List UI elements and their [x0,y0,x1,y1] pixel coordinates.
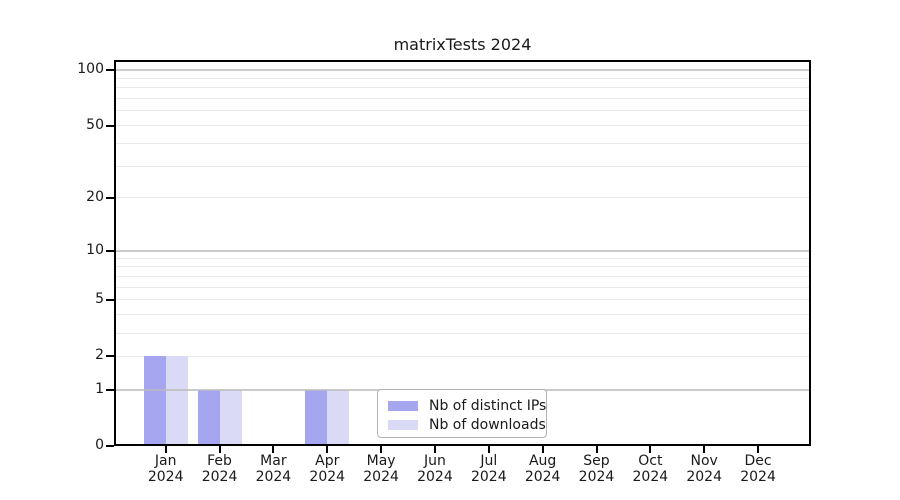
y-tick-mark [106,196,114,199]
month-label: Dec [744,453,772,469]
gridline-minor [114,98,811,100]
gridline-minor [114,299,811,301]
year-label: 2024 [147,469,184,485]
gridline-minor [114,165,811,167]
x-tick-mark [380,446,383,453]
x-tick-label: Jan 2024 [134,453,198,485]
gridline-major [114,249,811,252]
bar-apr-series1 [327,389,350,446]
gridline-minor [114,197,811,199]
chart-title: matrixTests 2024 [393,35,532,54]
x-tick-mark [757,446,760,453]
y-tick-mark [106,249,114,252]
x-tick-label: Dec 2024 [726,453,790,485]
y-tick-mark [106,388,114,391]
y-tick-label: 10 [86,241,104,258]
x-tick-mark [703,446,706,453]
bar-jan-series0 [143,356,166,446]
month-label: Feb [207,453,232,469]
legend-swatch-downloads [388,419,418,430]
year-label: 2024 [201,469,238,485]
y-tick-label: 0 [95,437,104,453]
y-tick-mark [106,298,114,301]
legend-label-distinct-ips: Nb of distinct IPs [429,397,547,414]
month-label: Oct [638,453,663,469]
y-tick-mark [106,68,114,71]
x-tick-mark [595,446,598,453]
gridline-minor [114,125,811,127]
month-label: Jan [154,453,177,469]
x-tick-label: Mar 2024 [241,453,305,485]
legend-item-downloads: Nb of downloads [388,415,546,434]
year-label: 2024 [740,469,776,485]
y-tick-label: 5 [95,290,104,307]
x-tick-label: Sep 2024 [565,453,629,485]
gridline-minor [114,355,811,357]
legend-label-downloads: Nb of downloads [429,416,546,433]
month-label: Mar [260,453,287,469]
year-label: 2024 [470,469,507,485]
y-tick-mark [106,445,114,447]
gridline-major [114,68,811,71]
legend-swatch-distinct-ips [388,400,418,411]
x-tick-label: Nov 2024 [672,453,736,485]
x-tick-mark [272,446,275,453]
year-label: 2024 [309,469,346,485]
gridline-minor [114,332,811,334]
y-tick-label: 100 [77,60,104,77]
gridline-minor [114,87,811,89]
x-tick-mark [433,446,436,453]
month-label: Sep [583,453,610,469]
y-tick-mark [106,124,114,127]
x-tick-label: Jul 2024 [457,453,521,485]
year-label: 2024 [578,469,615,485]
x-tick-label: Jun 2024 [403,453,467,485]
bar-apr-series0 [305,389,328,446]
year-label: 2024 [363,469,399,485]
legend: Nb of distinct IPs Nb of downloads [377,389,547,438]
x-tick-mark [326,446,329,453]
year-label: 2024 [686,469,722,485]
gridline-minor [114,110,811,112]
x-tick-label: Aug 2024 [511,453,575,485]
x-tick-mark [218,446,221,453]
bar-feb-series1 [219,389,242,446]
x-tick-mark [541,446,544,453]
month-label: May [366,453,396,469]
y-tick-label: 1 [95,380,104,397]
gridline-minor [114,266,811,268]
y-tick-mark [106,355,114,358]
bar-feb-series0 [197,389,220,446]
bar-jan-series1 [165,356,188,446]
gridline-minor [114,314,811,316]
year-label: 2024 [524,469,561,485]
y-tick-label: 2 [95,347,104,364]
gridline-minor [114,257,811,259]
month-label: Jul [480,453,498,469]
month-label: Apr [315,453,340,469]
x-tick-mark [164,446,167,453]
x-tick-label: May 2024 [349,453,413,485]
month-label: Aug [528,453,557,469]
month-label: Nov [690,453,718,469]
x-tick-label: Feb 2024 [188,453,252,485]
y-tick-label: 20 [86,188,104,205]
year-label: 2024 [632,469,669,485]
month-label: Jun [424,453,446,469]
y-tick-label: 50 [86,116,104,133]
gridline-minor [114,142,811,144]
year-label: 2024 [417,469,453,485]
year-label: 2024 [255,469,292,485]
gridline-minor [114,77,811,79]
x-tick-mark [487,446,490,453]
x-tick-label: Apr 2024 [295,453,359,485]
x-tick-mark [649,446,652,453]
gridline-minor [114,286,811,288]
x-tick-label: Oct 2024 [618,453,682,485]
legend-item-distinct-ips: Nb of distinct IPs [388,396,546,415]
gridline-minor [114,276,811,278]
